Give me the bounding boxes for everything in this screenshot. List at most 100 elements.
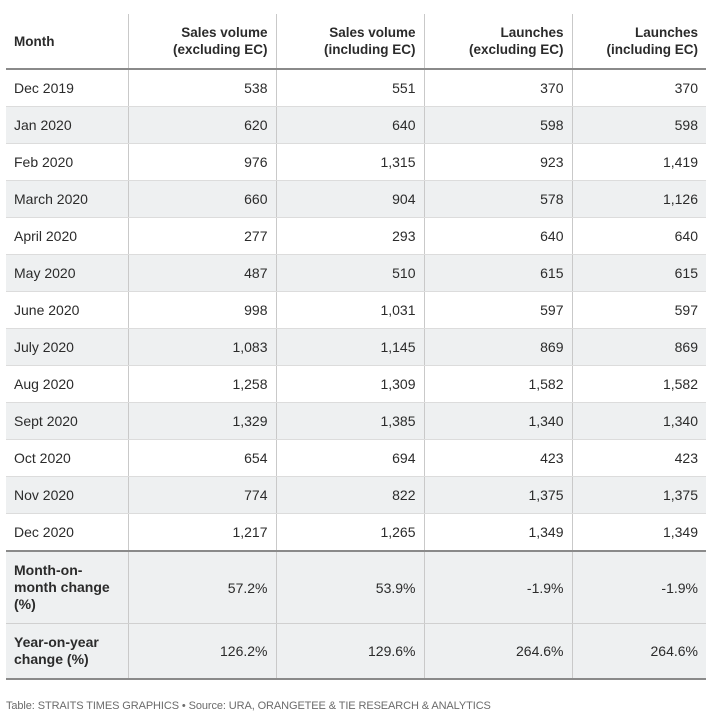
month-cell: Nov 2020 bbox=[6, 476, 128, 514]
value-cell: 538 bbox=[127, 69, 276, 107]
value-cell: 869 bbox=[423, 328, 572, 366]
value-cell: 1,145 bbox=[275, 328, 424, 366]
value-cell: 551 bbox=[275, 69, 424, 107]
column-header-0: Month bbox=[6, 14, 128, 70]
table-body: Dec 2019 538 551 370 370 Jan 2020 620 640 598 598… bbox=[6, 69, 706, 680]
value-cell: 904 bbox=[275, 180, 424, 218]
value-cell: 1,031 bbox=[275, 291, 424, 329]
value-cell: 1,582 bbox=[571, 365, 706, 403]
value-cell: 597 bbox=[423, 291, 572, 329]
summary-label-cell: Year-on-year change (%) bbox=[6, 623, 128, 680]
column-header-line: Sales volume bbox=[181, 25, 268, 40]
value-cell: 615 bbox=[423, 254, 572, 292]
table-row: Sept 2020 1,329 1,385 1,340 1,340 bbox=[6, 402, 706, 440]
value-cell: 976 bbox=[127, 143, 276, 181]
column-header-3: Launches (excluding EC) bbox=[423, 14, 572, 70]
table-row: Dec 2019 538 551 370 370 bbox=[6, 69, 706, 107]
month-cell: Jan 2020 bbox=[6, 106, 128, 144]
column-header-line: (excluding EC) bbox=[172, 42, 268, 57]
source-note: Table: STRAITS TIMES GRAPHICS • Source: … bbox=[6, 700, 491, 712]
table-row: Dec 2020 1,217 1,265 1,349 1,349 bbox=[6, 513, 706, 552]
column-header-line: (including EC) bbox=[606, 42, 699, 57]
value-cell: 597 bbox=[571, 291, 706, 329]
value-cell: 423 bbox=[571, 439, 706, 477]
summary-value-cell: 129.6% bbox=[275, 623, 424, 680]
summary-label-line: (%) bbox=[14, 596, 36, 612]
summary-value-cell: 57.2% bbox=[127, 550, 276, 624]
table-row: Aug 2020 1,258 1,309 1,582 1,582 bbox=[6, 365, 706, 403]
value-cell: 1,083 bbox=[127, 328, 276, 366]
summary-label-line: Year-on-year bbox=[14, 634, 99, 650]
value-cell: 869 bbox=[571, 328, 706, 366]
column-header-line: (excluding EC) bbox=[468, 42, 564, 57]
column-header-2: Sales volume (including EC) bbox=[275, 14, 424, 70]
summary-label-line: change (%) bbox=[14, 651, 89, 667]
value-cell: 1,258 bbox=[127, 365, 276, 403]
month-on-month-row: Month-on-month change (%) 57.2% 53.9% -1.9% -… bbox=[6, 550, 706, 624]
column-header-4: Launches (including EC) bbox=[571, 14, 706, 70]
summary-value-cell: -1.9% bbox=[423, 550, 572, 624]
value-cell: 654 bbox=[127, 439, 276, 477]
value-cell: 1,340 bbox=[423, 402, 572, 440]
value-cell: 1,340 bbox=[571, 402, 706, 440]
value-cell: 998 bbox=[127, 291, 276, 329]
column-header-line: Launches bbox=[500, 25, 564, 40]
summary-label-line: month change bbox=[14, 579, 110, 595]
value-cell: 1,126 bbox=[571, 180, 706, 218]
value-cell: 1,309 bbox=[275, 365, 424, 403]
value-cell: 578 bbox=[423, 180, 572, 218]
table-row: Nov 2020 774 822 1,375 1,375 bbox=[6, 476, 706, 514]
column-header-line: Month bbox=[14, 33, 55, 49]
table-row: July 2020 1,083 1,145 869 869 bbox=[6, 328, 706, 366]
month-cell: May 2020 bbox=[6, 254, 128, 292]
month-cell: Dec 2019 bbox=[6, 69, 128, 107]
value-cell: 822 bbox=[275, 476, 424, 514]
table-row: Feb 2020 976 1,315 923 1,419 bbox=[6, 143, 706, 181]
table-row: June 2020 998 1,031 597 597 bbox=[6, 291, 706, 329]
summary-value-cell: 264.6% bbox=[423, 623, 572, 680]
value-cell: 640 bbox=[275, 106, 424, 144]
summary-value-cell: 53.9% bbox=[275, 550, 424, 624]
summary-label-cell: Month-on-month change (%) bbox=[6, 550, 128, 624]
value-cell: 694 bbox=[275, 439, 424, 477]
summary-value-cell: 126.2% bbox=[127, 623, 276, 680]
value-cell: 370 bbox=[423, 69, 572, 107]
month-cell: April 2020 bbox=[6, 217, 128, 255]
value-cell: 1,375 bbox=[423, 476, 572, 514]
month-cell: Feb 2020 bbox=[6, 143, 128, 181]
value-cell: 293 bbox=[275, 217, 424, 255]
value-cell: 1,375 bbox=[571, 476, 706, 514]
value-cell: 487 bbox=[127, 254, 276, 292]
value-cell: 660 bbox=[127, 180, 276, 218]
value-cell: 370 bbox=[571, 69, 706, 107]
value-cell: 615 bbox=[571, 254, 706, 292]
value-cell: 1,349 bbox=[423, 513, 572, 552]
value-cell: 598 bbox=[423, 106, 572, 144]
value-cell: 640 bbox=[571, 217, 706, 255]
value-cell: 1,217 bbox=[127, 513, 276, 552]
month-cell: Dec 2020 bbox=[6, 513, 128, 552]
summary-value-cell: 264.6% bbox=[571, 623, 706, 680]
month-cell: Aug 2020 bbox=[6, 365, 128, 403]
value-cell: 1,315 bbox=[275, 143, 424, 181]
column-header-1: Sales volume (excluding EC) bbox=[127, 14, 276, 70]
month-cell: July 2020 bbox=[6, 328, 128, 366]
value-cell: 423 bbox=[423, 439, 572, 477]
value-cell: 774 bbox=[127, 476, 276, 514]
table-header: Month Sales volume (excluding EC) Sales vol… bbox=[6, 14, 706, 70]
value-cell: 1,349 bbox=[571, 513, 706, 552]
summary-value-cell: -1.9% bbox=[571, 550, 706, 624]
value-cell: 1,265 bbox=[275, 513, 424, 552]
value-cell: 1,582 bbox=[423, 365, 572, 403]
month-cell: June 2020 bbox=[6, 291, 128, 329]
table-row: March 2020 660 904 578 1,126 bbox=[6, 180, 706, 218]
value-cell: 277 bbox=[127, 217, 276, 255]
month-cell: Sept 2020 bbox=[6, 402, 128, 440]
value-cell: 620 bbox=[127, 106, 276, 144]
summary-label-line: Month-on- bbox=[14, 562, 83, 578]
value-cell: 1,419 bbox=[571, 143, 706, 181]
column-header-line: (including EC) bbox=[324, 42, 416, 57]
month-cell: Oct 2020 bbox=[6, 439, 128, 477]
table-row: April 2020 277 293 640 640 bbox=[6, 217, 706, 255]
